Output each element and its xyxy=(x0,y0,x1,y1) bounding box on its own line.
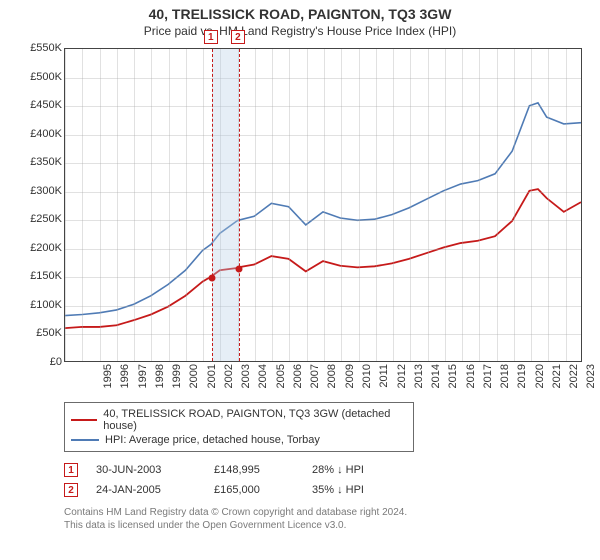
transaction-marker: 2 xyxy=(64,483,78,497)
x-tick-label: 1996 xyxy=(119,364,131,398)
transactions-table: 1 30-JUN-2003 £148,995 28% ↓ HPI 2 24-JAN-200… xyxy=(64,460,586,500)
y-tick-label: £100K xyxy=(16,299,62,311)
y-tick-label: £0 xyxy=(16,356,62,368)
x-tick-label: 2008 xyxy=(326,364,338,398)
x-tick-label: 2002 xyxy=(223,364,235,398)
plot xyxy=(64,48,582,362)
x-tick-label: 2022 xyxy=(568,364,580,398)
series-lines xyxy=(65,49,581,361)
y-tick-label: £200K xyxy=(16,242,62,254)
x-tick-label: 2017 xyxy=(482,364,494,398)
chart-area: £0 £50K £100K £150K £200K £250K £300K £350K £400… xyxy=(14,42,586,396)
x-tick-label: 2010 xyxy=(361,364,373,398)
transaction-row: 1 30-JUN-2003 £148,995 28% ↓ HPI xyxy=(64,460,586,480)
transaction-delta: 28% ↓ HPI xyxy=(312,464,422,476)
x-tick-label: 2018 xyxy=(499,364,511,398)
transaction-row: 2 24-JAN-2005 £165,000 35% ↓ HPI xyxy=(64,480,586,500)
transaction-price: £148,995 xyxy=(214,464,294,476)
footer: Contains HM Land Registry data © Crown c… xyxy=(64,506,586,532)
y-tick-label: £150K xyxy=(16,270,62,282)
y-tick-label: £500K xyxy=(16,71,62,83)
x-tick-label: 1997 xyxy=(137,364,149,398)
x-tick-label: 2007 xyxy=(309,364,321,398)
transaction-price: £165,000 xyxy=(214,484,294,496)
y-tick-label: £450K xyxy=(16,99,62,111)
x-tick-label: 2019 xyxy=(516,364,528,398)
x-tick-label: 2005 xyxy=(275,364,287,398)
highlight-band xyxy=(212,49,239,361)
transaction-delta: 35% ↓ HPI xyxy=(312,484,422,496)
series-line xyxy=(65,189,581,328)
x-tick-label: 1995 xyxy=(102,364,114,398)
figure: 40, TRELISSICK ROAD, PAIGNTON, TQ3 3GW P… xyxy=(0,0,600,560)
x-tick-label: 2006 xyxy=(292,364,304,398)
x-tick-label: 2014 xyxy=(430,364,442,398)
y-tick-label: £300K xyxy=(16,185,62,197)
transaction-marker: 1 xyxy=(64,463,78,477)
x-tick-label: 2009 xyxy=(344,364,356,398)
legend-item: HPI: Average price, detached house, Torb… xyxy=(71,433,407,447)
chart-subtitle: Price paid vs. HM Land Registry's House … xyxy=(14,24,586,38)
x-tick-label: 2015 xyxy=(447,364,459,398)
legend-item: 40, TRELISSICK ROAD, PAIGNTON, TQ3 3GW (… xyxy=(71,407,407,433)
x-tick-label: 2004 xyxy=(257,364,269,398)
marker-box: 1 xyxy=(204,30,218,44)
transaction-date: 30-JUN-2003 xyxy=(96,464,196,476)
x-tick-label: 2001 xyxy=(206,364,218,398)
x-tick-label: 2023 xyxy=(585,364,597,398)
x-tick-label: 2016 xyxy=(465,364,477,398)
x-tick-label: 2021 xyxy=(551,364,563,398)
legend-label: 40, TRELISSICK ROAD, PAIGNTON, TQ3 3GW (… xyxy=(103,408,407,432)
footer-line-1: Contains HM Land Registry data © Crown c… xyxy=(64,506,586,519)
data-point-dot xyxy=(235,265,242,272)
x-tick-label: 1999 xyxy=(171,364,183,398)
y-tick-label: £250K xyxy=(16,213,62,225)
transaction-date: 24-JAN-2005 xyxy=(96,484,196,496)
marker-line xyxy=(239,49,240,361)
data-point-dot xyxy=(208,274,215,281)
x-tick-label: 2012 xyxy=(396,364,408,398)
y-tick-label: £400K xyxy=(16,128,62,140)
x-tick-label: 2000 xyxy=(188,364,200,398)
legend-label: HPI: Average price, detached house, Torb… xyxy=(105,434,320,446)
footer-line-2: This data is licensed under the Open Gov… xyxy=(64,519,586,532)
legend: 40, TRELISSICK ROAD, PAIGNTON, TQ3 3GW (… xyxy=(64,402,414,452)
y-tick-label: £350K xyxy=(16,156,62,168)
y-tick-label: £50K xyxy=(16,327,62,339)
x-tick-label: 2020 xyxy=(534,364,546,398)
chart-title: 40, TRELISSICK ROAD, PAIGNTON, TQ3 3GW xyxy=(14,6,586,22)
x-tick-label: 1998 xyxy=(154,364,166,398)
marker-line xyxy=(212,49,213,361)
x-tick-label: 2011 xyxy=(378,364,390,398)
x-tick-label: 2003 xyxy=(240,364,252,398)
legend-swatch xyxy=(71,439,99,441)
x-tick-label: 2013 xyxy=(413,364,425,398)
legend-swatch xyxy=(71,419,97,421)
marker-box: 2 xyxy=(231,30,245,44)
y-tick-label: £550K xyxy=(16,42,62,54)
